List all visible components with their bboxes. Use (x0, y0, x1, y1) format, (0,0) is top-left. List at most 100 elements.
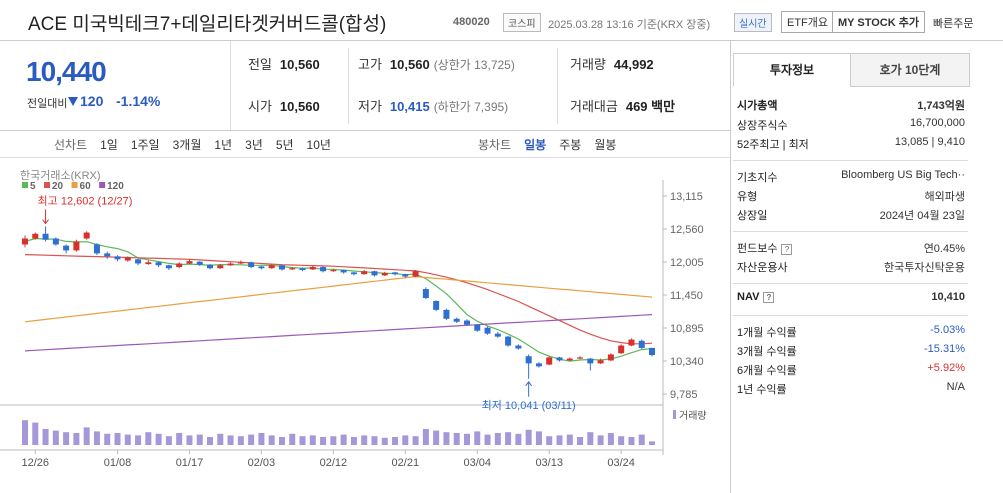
period-tab[interactable]: 1주일 (130, 138, 160, 152)
info-cell: 거래량 44,992 (570, 54, 658, 74)
volume-bar (361, 435, 368, 445)
info-cell: 거래대금 469 백만 (570, 96, 679, 116)
volume-bar (535, 431, 542, 445)
candle-body (73, 241, 80, 251)
period-tab[interactable]: 10년 (306, 138, 331, 152)
x-tick-label: 02/03 (248, 457, 276, 469)
market-badge: 코스피 (503, 13, 541, 32)
info-value: 10,415 (389, 99, 430, 114)
panel-divider (730, 41, 731, 493)
panel-label: 기초지수 (737, 169, 777, 185)
candle-body (463, 320, 470, 325)
moving-average-line (24, 254, 653, 345)
tab-orderbook[interactable]: 호가 10단계 (850, 53, 970, 87)
panel-label: 1개월 수익률 (737, 324, 797, 340)
volume-bar (453, 433, 460, 445)
volume-bar (463, 433, 470, 445)
candle-body (443, 309, 450, 319)
period-tab[interactable]: 3개월 (172, 138, 202, 152)
volume-bar (217, 433, 224, 445)
info-label: 시가 (248, 99, 272, 114)
volume-bar (63, 432, 70, 445)
panel-rule (733, 231, 968, 232)
candle-body (186, 261, 193, 264)
volume-bar (350, 437, 357, 445)
panel-row: 자산운용사 한국투자신탁운용 (737, 259, 965, 275)
panel-row: 시가총액 1,743억원 (737, 97, 965, 113)
volume-bar (124, 434, 131, 445)
mystock-button[interactable]: MY STOCK 추가 (832, 11, 925, 33)
info-cell: 고가 10,560 (상한가 13,725) (358, 54, 515, 74)
period-tab[interactable]: 5년 (275, 138, 294, 152)
period-tab[interactable]: 3년 (245, 138, 263, 152)
candle-body (484, 327, 491, 334)
volume-bar (145, 432, 152, 445)
candle-body (114, 256, 121, 260)
volume-bar (237, 436, 244, 445)
volume-bar (474, 431, 481, 445)
candle-tab[interactable]: 일봉 (524, 138, 547, 152)
etf-overview-button[interactable]: ETF개요 (781, 11, 835, 33)
volume-bar (196, 434, 203, 445)
panel-rule (733, 160, 968, 161)
volume-bar (649, 441, 655, 445)
legend-label: 60 (80, 181, 92, 192)
x-tick-label: 03/24 (607, 457, 635, 469)
help-icon[interactable]: ? (781, 244, 793, 255)
candle-body (494, 333, 501, 337)
candle-body (176, 263, 183, 268)
volume-bar (597, 435, 604, 445)
panel-label-text: 펀드보수 (737, 243, 778, 255)
change-value: 120 (80, 93, 104, 109)
volume-bar (135, 435, 142, 445)
candle-body (237, 262, 244, 264)
volume-legend-label: 거래량 (679, 410, 707, 422)
candle-body (289, 268, 296, 270)
candle-body (340, 270, 347, 273)
panel-label-text: 52주최고 | 최저 (737, 139, 809, 151)
candle-body (350, 272, 357, 275)
info-rule (0, 130, 730, 131)
quick-order[interactable]: 빠른주문 (933, 18, 974, 30)
volume-bar (422, 429, 429, 445)
volume-bar (330, 436, 337, 445)
info-label: 고가 (358, 57, 382, 72)
panel-label: 펀드보수? (737, 240, 793, 256)
period-tab[interactable]: 1일 (100, 138, 118, 152)
info-value: 44,992 (613, 57, 654, 72)
legend-label: 120 (107, 181, 124, 192)
volume-bar (32, 422, 39, 445)
candle-body (258, 266, 265, 269)
volume-bar (227, 435, 234, 445)
candle-body (371, 271, 378, 276)
candle-body (217, 265, 224, 269)
x-tick-label: 03/04 (463, 457, 491, 469)
panel-value: 한국투자신탁운용 (884, 262, 965, 274)
volume-bar (278, 437, 285, 445)
volume-bar (289, 433, 296, 445)
panel-label-text: 6개월 수익률 (737, 365, 797, 377)
candle-tab[interactable]: 월봉 (594, 138, 617, 152)
candle-body (649, 347, 655, 356)
change-label: 전일대비 (27, 98, 68, 110)
panel-row: 펀드보수? 연0.45% (737, 240, 965, 256)
time-stamp: 2025.03.28 13:16 기준(KRX 장중) (548, 19, 711, 31)
chart: 한국거래소(KRX)5 20 60 120 13,115 12,560 12,005 11,4… (0, 169, 707, 469)
panel-value: 13,085 | 9,410 (894, 136, 965, 148)
volume-bar (52, 430, 59, 445)
panel-label: 52주최고 | 최저 (737, 136, 809, 152)
candle-tab[interactable]: 주봉 (559, 138, 582, 152)
etf-name: ACE 미국빅테크7+데일리타겟커버드콜(합성) (28, 14, 387, 35)
tab-invest[interactable]: 투자정보 (733, 53, 851, 86)
panel-value: +5.92% (927, 362, 965, 374)
volume-bar (207, 437, 214, 445)
panel-label-text: 시가총액 (737, 100, 778, 112)
candle-body (381, 273, 388, 276)
period-tab[interactable]: 1년 (214, 138, 233, 152)
low-arrow (525, 380, 533, 397)
help-icon[interactable]: ? (763, 292, 775, 303)
candle-body (227, 263, 234, 266)
volume-bar (268, 435, 275, 445)
candle-body (392, 272, 399, 275)
